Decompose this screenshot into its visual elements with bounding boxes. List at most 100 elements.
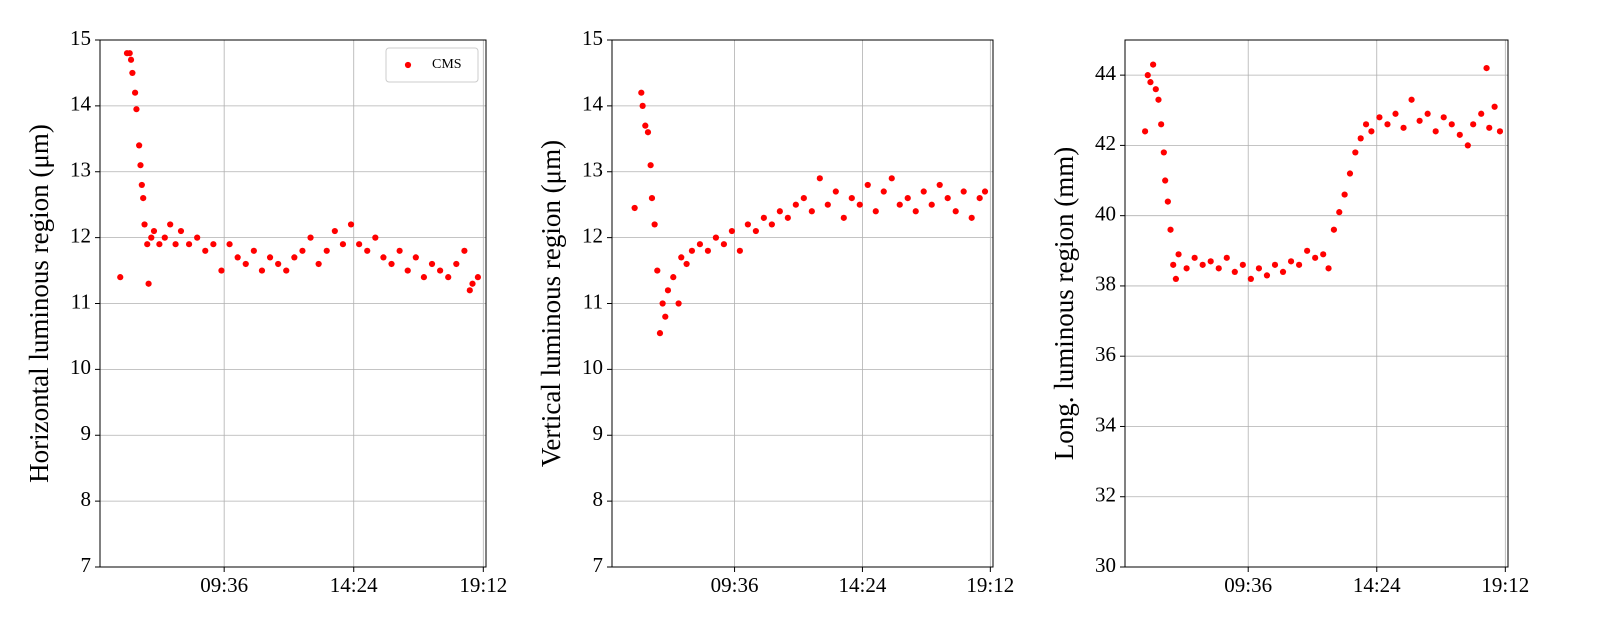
point: [428, 260, 436, 268]
point: [784, 214, 791, 221]
point: [1325, 265, 1332, 272]
point: [1432, 128, 1439, 135]
point: [696, 241, 704, 248]
y-tick-label: 14: [70, 92, 92, 116]
point: [736, 247, 743, 254]
point: [266, 254, 274, 261]
point: [816, 175, 823, 182]
point: [315, 260, 322, 268]
point: [760, 214, 767, 221]
point: [1357, 135, 1364, 142]
point: [1368, 128, 1375, 135]
point: [275, 260, 282, 268]
point: [896, 201, 903, 208]
y-tick-label: 7: [593, 553, 604, 577]
point: [792, 201, 799, 208]
point: [1158, 121, 1165, 128]
point: [226, 241, 233, 248]
plot-frame: [99, 39, 487, 568]
point: [356, 241, 363, 248]
y-tick-label: 14: [582, 92, 604, 116]
point: [466, 287, 473, 294]
point: [283, 267, 290, 274]
point: [1448, 121, 1455, 128]
y-tick-label: 12: [70, 223, 91, 247]
point: [1170, 261, 1177, 268]
y-tick-label: 12: [582, 223, 603, 247]
point: [250, 247, 257, 254]
point: [824, 201, 831, 208]
point: [1336, 209, 1343, 216]
point: [177, 227, 185, 235]
point: [1175, 251, 1182, 258]
point: [299, 247, 306, 254]
point: [291, 254, 298, 261]
x-tick-label: 09:36: [1224, 573, 1272, 597]
point: [1164, 198, 1171, 205]
point: [372, 234, 379, 241]
point: [776, 208, 783, 215]
y-tick-label: 8: [593, 487, 604, 511]
y-tick-label: 7: [81, 553, 92, 577]
point: [664, 287, 672, 294]
point: [136, 142, 143, 149]
point: [307, 234, 314, 241]
y-tick-label: 10: [70, 355, 91, 379]
point: [331, 227, 338, 235]
point: [1470, 121, 1477, 128]
point: [1496, 128, 1504, 135]
point: [141, 221, 148, 228]
point: [1341, 191, 1348, 198]
point: [768, 221, 775, 228]
point: [210, 241, 217, 248]
point: [744, 221, 751, 228]
point: [648, 195, 656, 202]
point: [469, 280, 476, 287]
point: [920, 188, 927, 195]
point: [888, 175, 895, 182]
point: [1346, 170, 1354, 177]
y-tick-label: 40: [1095, 201, 1116, 225]
point: [1271, 261, 1279, 268]
point: [404, 267, 411, 274]
point: [1141, 128, 1149, 135]
point: [150, 227, 158, 235]
y-tick-label: 44: [1095, 61, 1117, 85]
y-tick-label: 32: [1095, 483, 1116, 507]
point: [133, 106, 140, 113]
x-tick-label: 09:36: [200, 573, 248, 597]
point: [712, 234, 720, 241]
point: [670, 274, 677, 281]
point: [638, 89, 645, 96]
point: [1400, 124, 1407, 131]
point: [659, 300, 666, 307]
point: [1330, 226, 1338, 233]
x-tick-label: 14:24: [1353, 573, 1401, 597]
point: [1255, 265, 1263, 272]
point: [856, 201, 863, 208]
point: [148, 234, 155, 241]
legend-marker: [404, 61, 412, 69]
point: [904, 195, 911, 202]
point: [144, 241, 151, 248]
y-tick-label: 34: [1095, 412, 1117, 436]
point: [808, 208, 815, 215]
point: [1352, 149, 1359, 156]
y-tick-label: 13: [582, 158, 603, 182]
point: [412, 254, 419, 261]
point: [639, 102, 646, 109]
y-axis-label: Long. luminous region (mm): [1049, 147, 1079, 460]
point: [678, 254, 685, 261]
x-tick-label: 19:12: [966, 573, 1014, 597]
point: [1150, 61, 1157, 68]
point: [1424, 110, 1431, 117]
y-tick-label: 11: [583, 289, 603, 313]
point: [420, 274, 428, 281]
point: [218, 267, 225, 274]
point: [242, 260, 249, 268]
point: [1464, 142, 1471, 149]
y-tick-label: 15: [582, 26, 603, 50]
point: [656, 330, 664, 337]
x-tick-label: 19:12: [459, 573, 507, 597]
